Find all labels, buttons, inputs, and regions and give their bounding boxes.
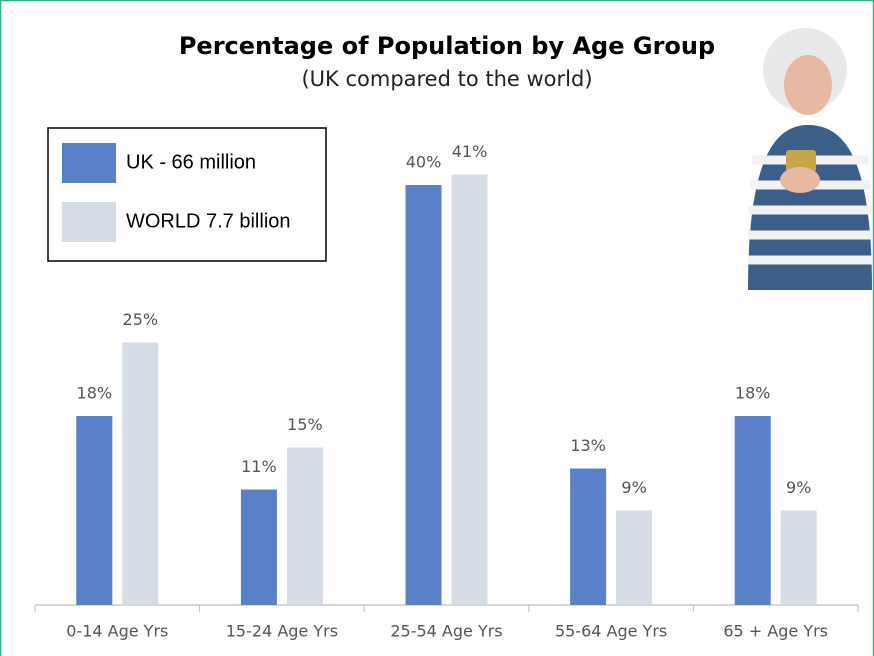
legend-swatch	[62, 143, 116, 183]
bar	[780, 510, 817, 605]
x-tick-label: 55-64 Age Yrs	[555, 622, 667, 641]
chart-title: Percentage of Population by Age Group	[179, 32, 715, 60]
photo	[748, 28, 872, 290]
value-label: 25%	[123, 310, 159, 329]
value-label: 18%	[77, 384, 113, 403]
value-label: 9%	[621, 478, 646, 497]
value-label: 15%	[287, 415, 323, 434]
x-tick-label: 65 + Age Yrs	[723, 622, 828, 641]
legend-swatch	[62, 202, 116, 242]
bar	[734, 416, 771, 605]
x-tick-label: 15-24 Age Yrs	[226, 622, 338, 641]
value-label: 13%	[570, 436, 606, 455]
bar	[122, 342, 159, 605]
legend-label: WORLD 7.7 billion	[126, 210, 291, 232]
bar	[76, 416, 113, 605]
bar	[240, 489, 277, 605]
chart-subtitle: (UK compared to the world)	[301, 67, 592, 91]
bar	[570, 468, 607, 605]
value-label: 18%	[735, 384, 771, 403]
bar	[451, 174, 488, 605]
value-label: 9%	[786, 478, 811, 497]
x-tick-label: 0-14 Age Yrs	[66, 622, 168, 641]
bar	[616, 510, 653, 605]
bar	[286, 447, 323, 605]
x-tick-label: 25-54 Age Yrs	[390, 622, 502, 641]
value-label: 11%	[241, 457, 277, 476]
value-label: 40%	[406, 153, 442, 172]
bar	[405, 185, 442, 605]
legend-label: UK - 66 million	[126, 151, 256, 173]
value-label: 41%	[452, 142, 488, 161]
